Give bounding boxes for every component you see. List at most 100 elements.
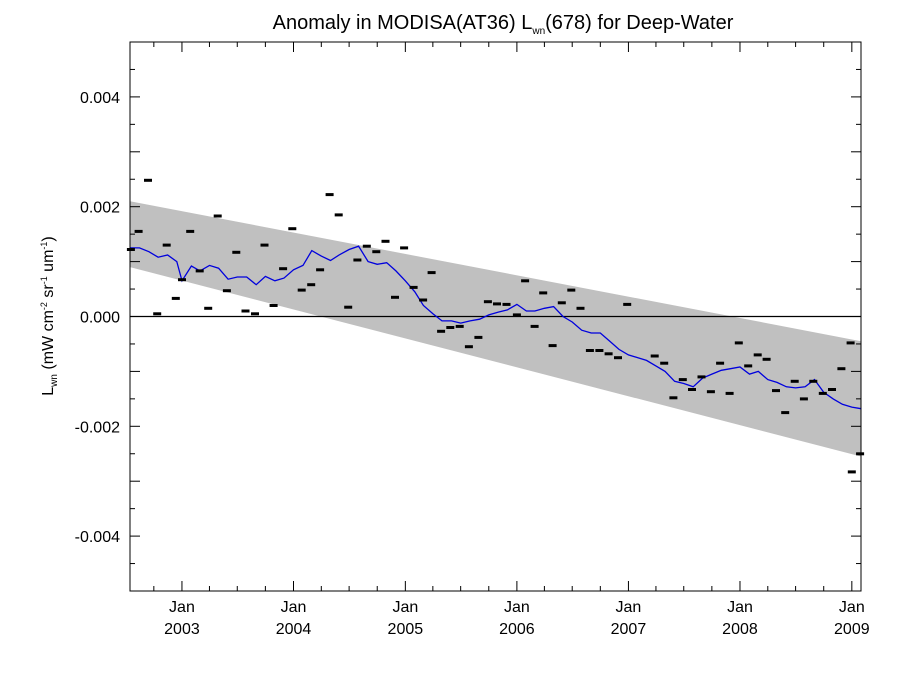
data-point <box>734 341 743 345</box>
data-point <box>353 258 362 262</box>
data-point <box>530 324 539 328</box>
data-point <box>688 388 696 391</box>
data-point <box>697 375 706 379</box>
data-point <box>650 354 659 358</box>
ylabel-units-5: um <box>40 250 57 277</box>
confidence-band <box>130 201 861 457</box>
data-point <box>391 295 399 299</box>
data-point <box>818 391 827 395</box>
data-point <box>521 279 530 283</box>
data-point <box>162 243 171 247</box>
data-point <box>134 229 143 233</box>
data-point <box>372 250 381 254</box>
data-point <box>585 349 594 352</box>
data-point <box>269 304 278 307</box>
data-point <box>316 268 325 272</box>
data-point <box>446 326 455 329</box>
data-point <box>604 352 613 356</box>
data-point <box>493 302 501 306</box>
data-point <box>828 388 836 391</box>
x-axis: Jan 2003 Jan 2004 Jan 2005 Jan 2006 Jan 2007 Jan 20… <box>153 42 870 638</box>
data-point <box>455 324 464 328</box>
data-point <box>171 296 180 300</box>
data-point <box>297 288 306 292</box>
data-point <box>781 411 790 415</box>
x-tick-month-label: Jan <box>727 599 753 616</box>
x-tick-year-label: 2003 <box>164 621 200 638</box>
y-axis-label: Lwn (mW cm-2 sr-1 um-1) <box>39 236 60 396</box>
chart-title-subscript: wn <box>531 26 545 37</box>
data-point <box>576 306 585 310</box>
chart-title-main: Anomaly in MODISA(AT36) L <box>273 12 533 34</box>
data-point <box>660 361 669 365</box>
data-point <box>483 300 492 304</box>
data-point <box>260 243 269 247</box>
ylabel-units-6: -1 <box>39 242 49 250</box>
x-tick-year-label: 2006 <box>499 621 535 638</box>
data-point <box>614 356 622 360</box>
data-point <box>279 267 288 271</box>
data-point <box>153 312 162 316</box>
data-point <box>213 214 222 218</box>
data-point <box>464 345 473 349</box>
x-tick-month-label: Jan <box>169 599 195 616</box>
data-point <box>362 244 371 248</box>
x-tick-year-label: 2009 <box>834 621 870 638</box>
data-point <box>222 289 231 293</box>
ylabel-main: L <box>40 387 57 396</box>
data-point <box>186 229 195 233</box>
data-point <box>725 391 734 395</box>
data-point <box>837 367 846 371</box>
data-point <box>400 246 409 250</box>
plot-area <box>126 41 865 592</box>
data-point <box>381 239 390 243</box>
y-tick-label: 0.002 <box>80 200 120 217</box>
x-tick-year-label: 2007 <box>611 621 647 638</box>
chart-title: Anomaly in MODISA(AT36) Lwn(678) for Dee… <box>273 12 734 37</box>
data-point <box>772 389 780 393</box>
ylabel-units-1: (mW cm <box>40 310 57 374</box>
data-point <box>706 390 715 394</box>
data-point <box>288 227 297 231</box>
data-point <box>846 341 855 345</box>
data-point <box>241 309 250 313</box>
data-point <box>437 329 446 333</box>
data-point <box>799 397 808 401</box>
data-point <box>847 470 856 474</box>
data-point <box>669 396 678 400</box>
ylabel-units-2: -2 <box>39 302 49 310</box>
data-point <box>334 213 343 217</box>
data-point <box>567 288 576 292</box>
data-point <box>557 301 566 305</box>
x-tick-year-label: 2004 <box>276 621 312 638</box>
x-tick-year-label: 2008 <box>722 621 758 638</box>
data-point <box>502 302 511 306</box>
x-tick-year-label: 2005 <box>388 621 424 638</box>
data-point <box>232 250 241 254</box>
ylabel-units-7: ) <box>40 236 57 241</box>
data-point <box>744 364 753 368</box>
y-tick-label: 0.004 <box>80 90 120 107</box>
x-tick-month-label: Jan <box>616 599 642 616</box>
data-point <box>251 312 259 316</box>
data-point <box>790 379 799 383</box>
x-tick-month-label: Jan <box>839 599 865 616</box>
data-point <box>419 298 428 302</box>
trend-line <box>130 245 862 410</box>
chart-title-tail: (678) for Deep-Water <box>545 12 734 34</box>
ylabel-units-3: sr <box>40 284 57 302</box>
data-point <box>126 248 135 251</box>
data-point <box>539 291 548 295</box>
data-point <box>762 357 771 361</box>
data-point <box>307 283 316 287</box>
data-point <box>678 378 687 382</box>
data-point <box>178 278 186 282</box>
data-point <box>195 269 204 273</box>
x-tick-month-label: Jan <box>504 599 530 616</box>
data-point <box>623 302 632 306</box>
data-points <box>126 178 865 474</box>
x-tick-month-label: Jan <box>392 599 418 616</box>
data-point <box>512 313 521 317</box>
x-tick-month-label: Jan <box>281 599 307 616</box>
